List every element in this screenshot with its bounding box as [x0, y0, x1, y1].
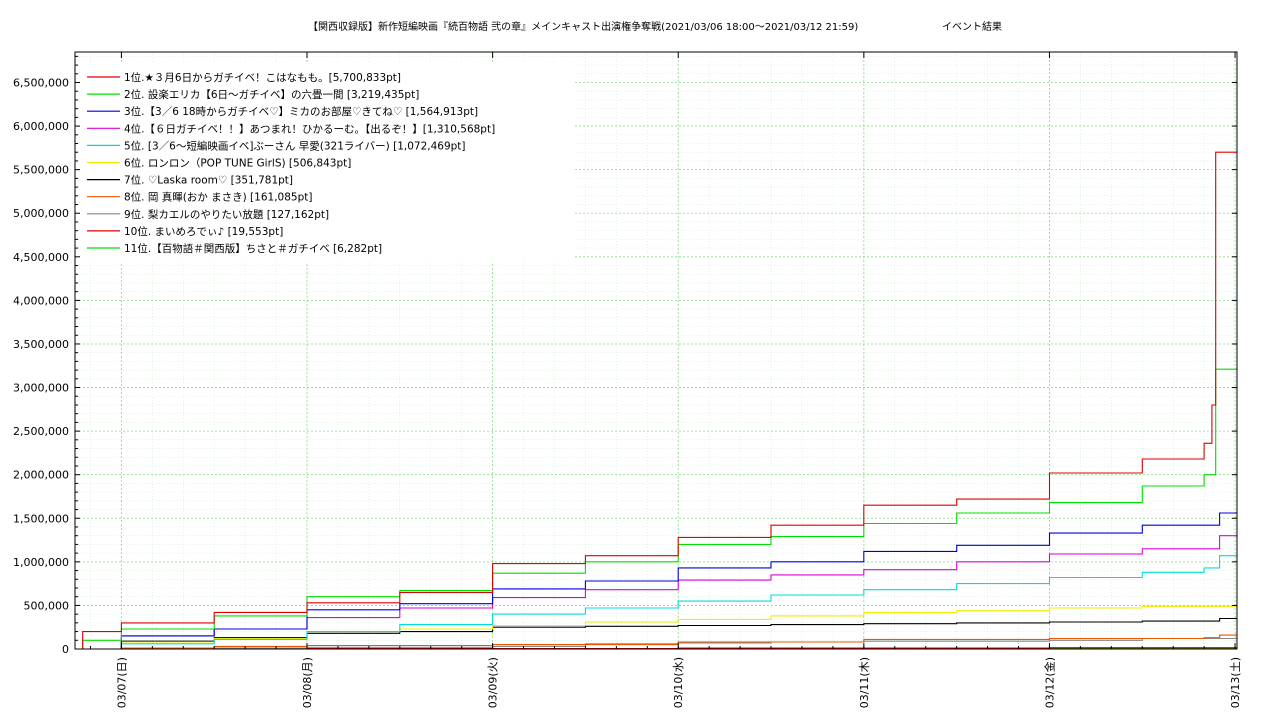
legend-label-11: 11位.【百物語＃関西版】ちさと＃ガチイベ [6,282pt]: [124, 242, 382, 255]
legend-label-5: 5位. [3／6〜短編映画イベ]ぶーさん 早愛(321ライバー) [1,072,…: [124, 139, 466, 152]
y-tick-label: 2,000,000: [13, 469, 69, 482]
y-tick-label: 5,000,000: [13, 207, 69, 220]
legend-label-10: 10位. まいめろでぃ♪ [19,553pt]: [124, 225, 283, 238]
x-tick-label: 03/10(水): [672, 657, 685, 708]
y-tick-label: 500,000: [24, 599, 70, 612]
y-tick-label: 2,500,000: [13, 425, 69, 438]
x-tick-label: 03/13(土): [1229, 657, 1242, 708]
series-line-7: [75, 617, 1238, 650]
legend-label-7: 7位. ♡Laska room♡ [351,781pt]: [124, 174, 293, 187]
legend-background: [80, 64, 574, 262]
x-tick-label: 03/08(月): [301, 657, 314, 708]
x-axis: 03/07(日) 03/08(月) 03/09(火) 03/10(水) 03/11(木)…: [89, 52, 1242, 708]
series-line-1: [75, 151, 1237, 650]
x-tick-label: 03/07(日): [115, 657, 128, 708]
series-line-5: [75, 555, 1238, 650]
legend-label-3: 3位.【3／6 18時からガチイベ♡】ミカのお部屋♡きてね♡ [1,564,91…: [124, 105, 478, 118]
y-tick-label: 4,000,000: [13, 294, 69, 307]
legend-label-4: 4位.【６日ガチイベ！！】あつまれ！ひかるーむ。【出るぞ！】[1,310,568…: [124, 122, 495, 135]
legend-label-9: 9位. 梨カエルのやりたい放題 [127,162pt]: [124, 208, 329, 221]
series-line-4: [75, 534, 1238, 650]
legend-label-2: 2位. 設楽エリカ【6日〜ガチイベ】の六畳一間 [3,219,435pt]: [124, 88, 419, 101]
series-line-6: [75, 604, 1238, 650]
x-tick-label: 03/11(木): [858, 657, 871, 708]
x-tick-label: 03/12(金): [1042, 657, 1056, 708]
legend: 1位.★３月6日からガチイベ！こはなもも。[5,700,833pt] 2位. 設楽…: [80, 64, 574, 262]
series-line-2: [75, 368, 1238, 650]
y-tick-label: 5,500,000: [13, 164, 69, 177]
chart-title-suffix: イベント結果: [942, 20, 1002, 33]
y-tick-label: 0: [62, 643, 69, 656]
legend-label-8: 8位. 岡 真暉(おか まさき) [161,085pt]: [124, 191, 312, 204]
y-tick-label: 1,500,000: [13, 512, 69, 525]
y-tick-label: 6,000,000: [13, 120, 69, 133]
series-line-8: [75, 634, 1238, 650]
y-tick-label: 4,500,000: [13, 251, 69, 264]
series-line-3: [75, 512, 1238, 650]
y-tick-label: 3,500,000: [13, 338, 69, 351]
plot-frame: [74, 51, 1238, 650]
y-tick-label: 1,000,000: [13, 556, 69, 569]
y-axis: 0 500,000 1,000,000 1,500,000 2,000,000 2,500…: [13, 55, 1237, 656]
legend-label-1: 1位.★３月6日からガチイベ！こはなもも。[5,700,833pt]: [124, 71, 401, 84]
y-tick-label: 3,000,000: [13, 382, 69, 395]
y-tick-label: 6,500,000: [13, 77, 69, 90]
x-tick-label: 03/09(火): [487, 657, 500, 708]
chart-title: 【関西収録版】新作短編映画『続百物語 弐の章』メインキャスト出演権争奪戦(202…: [308, 20, 858, 33]
legend-label-6: 6位. ロンロン（POP TUNE GirlS) [506,843pt]: [124, 157, 351, 170]
